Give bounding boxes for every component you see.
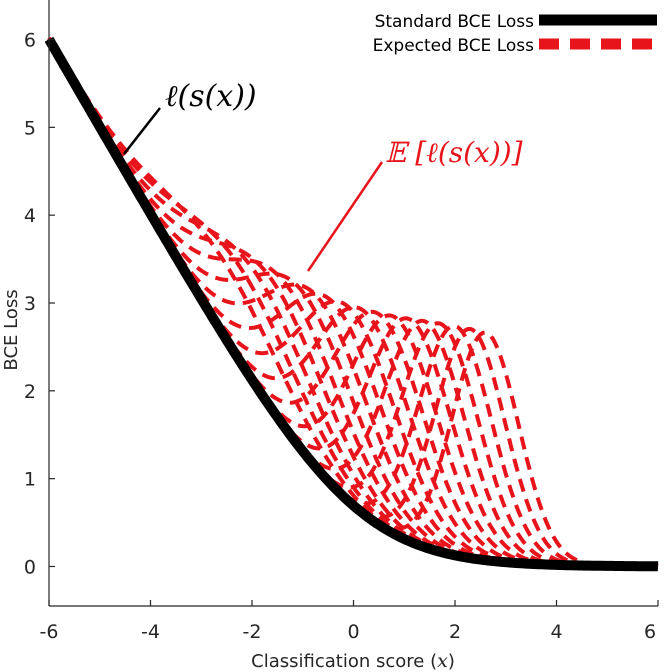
axes-group — [48, 0, 658, 607]
annotation-standard: ℓ(s(x)) — [165, 79, 257, 114]
y-tick-label: 3 — [24, 293, 36, 315]
x-tick-label: -6 — [40, 621, 59, 643]
annotations: ℓ(s(x)) 𝔼 [ℓ(s(x))] — [123, 79, 523, 272]
legend-label-standard: Standard BCE Loss — [375, 12, 535, 32]
y-tick-label: 0 — [24, 556, 36, 578]
curves-group — [44, 36, 661, 572]
y-tick-label: 4 — [24, 205, 36, 227]
y-axis-label: BCE Loss — [1, 289, 22, 370]
x-tick-label: -4 — [141, 621, 160, 643]
y-tick-label: 5 — [24, 117, 36, 139]
annotation-expected: 𝔼 [ℓ(s(x))] — [385, 136, 523, 169]
annotation-leader-expected — [306, 161, 384, 272]
ticks-group: -6 -4 -2 0 2 4 6 0 1 2 3 4 5 6 — [24, 30, 659, 643]
annotation-leader-standard — [123, 107, 161, 155]
y-tick-label: 1 — [24, 469, 36, 491]
x-tick-label: 0 — [347, 621, 359, 643]
expected-loss-curve — [47, 36, 659, 569]
x-axis-label: Classification score (x) — [251, 650, 455, 672]
x-tick-label: 2 — [449, 621, 461, 643]
y-tick-label: 2 — [24, 381, 36, 403]
x-tick-label: 4 — [550, 621, 562, 643]
legend: Standard BCE Loss Expected BCE Loss — [373, 12, 657, 56]
x-tick-label: 6 — [644, 621, 656, 643]
expected-loss-curve — [47, 38, 659, 569]
y-tick-label: 6 — [24, 30, 36, 52]
x-tick-label: -2 — [243, 621, 262, 643]
standard-loss-curve — [44, 36, 661, 572]
legend-label-expected: Expected BCE Loss — [373, 36, 535, 56]
